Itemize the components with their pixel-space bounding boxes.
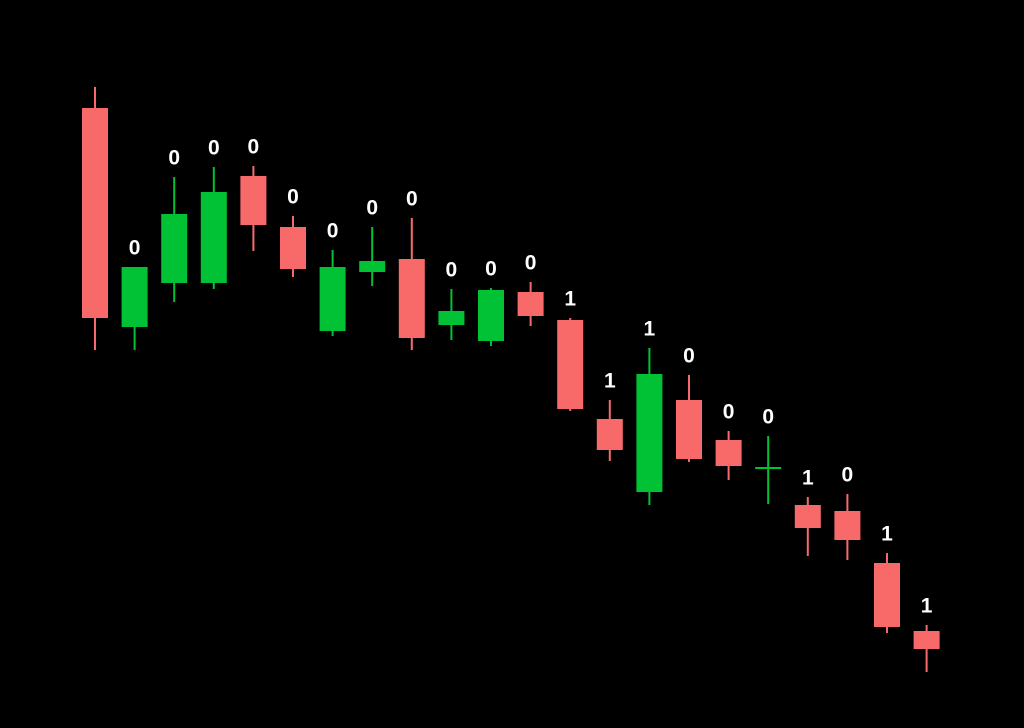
candle-body (557, 320, 584, 409)
signal-label: 0 (723, 401, 735, 424)
candle-body (794, 505, 821, 528)
signal-label: 0 (683, 345, 695, 368)
candle-body (200, 192, 227, 283)
candle-body (596, 419, 623, 450)
candle-body (636, 374, 663, 492)
candle-body (755, 467, 782, 469)
candle-body (240, 176, 267, 225)
candle-body (121, 267, 148, 327)
signal-label: 0 (406, 188, 418, 211)
signal-label: 0 (208, 137, 220, 160)
signal-label: 0 (168, 147, 180, 170)
signal-label: 0 (446, 259, 458, 282)
candle-body (82, 108, 108, 318)
candle-body (517, 292, 544, 316)
signal-label: 1 (881, 523, 893, 546)
signal-label: 0 (248, 136, 260, 159)
signal-label: 1 (921, 595, 933, 618)
signal-label: 0 (287, 186, 299, 209)
candle-body (161, 214, 188, 283)
signal-label: 0 (366, 197, 378, 220)
candle-body (398, 259, 425, 338)
signal-label: 1 (644, 318, 656, 341)
candle-body (913, 631, 940, 649)
signal-label: 1 (802, 467, 814, 490)
signal-label: 1 (564, 288, 576, 311)
candle-body (874, 563, 900, 627)
candle-body (834, 511, 861, 540)
candle-body (280, 227, 306, 269)
signal-label: 0 (762, 406, 774, 429)
candle-body (359, 261, 386, 272)
candle-body (319, 267, 346, 331)
signal-label: 0 (129, 237, 141, 260)
signal-label: 0 (485, 258, 497, 281)
candle-body (715, 440, 742, 466)
signal-label: 1 (604, 370, 616, 393)
signal-label: 0 (842, 464, 854, 487)
candle-body (478, 290, 504, 341)
signal-label: 0 (327, 220, 339, 243)
candle-body (676, 400, 702, 459)
signal-label: 0 (525, 252, 537, 275)
candle-body (438, 311, 465, 325)
